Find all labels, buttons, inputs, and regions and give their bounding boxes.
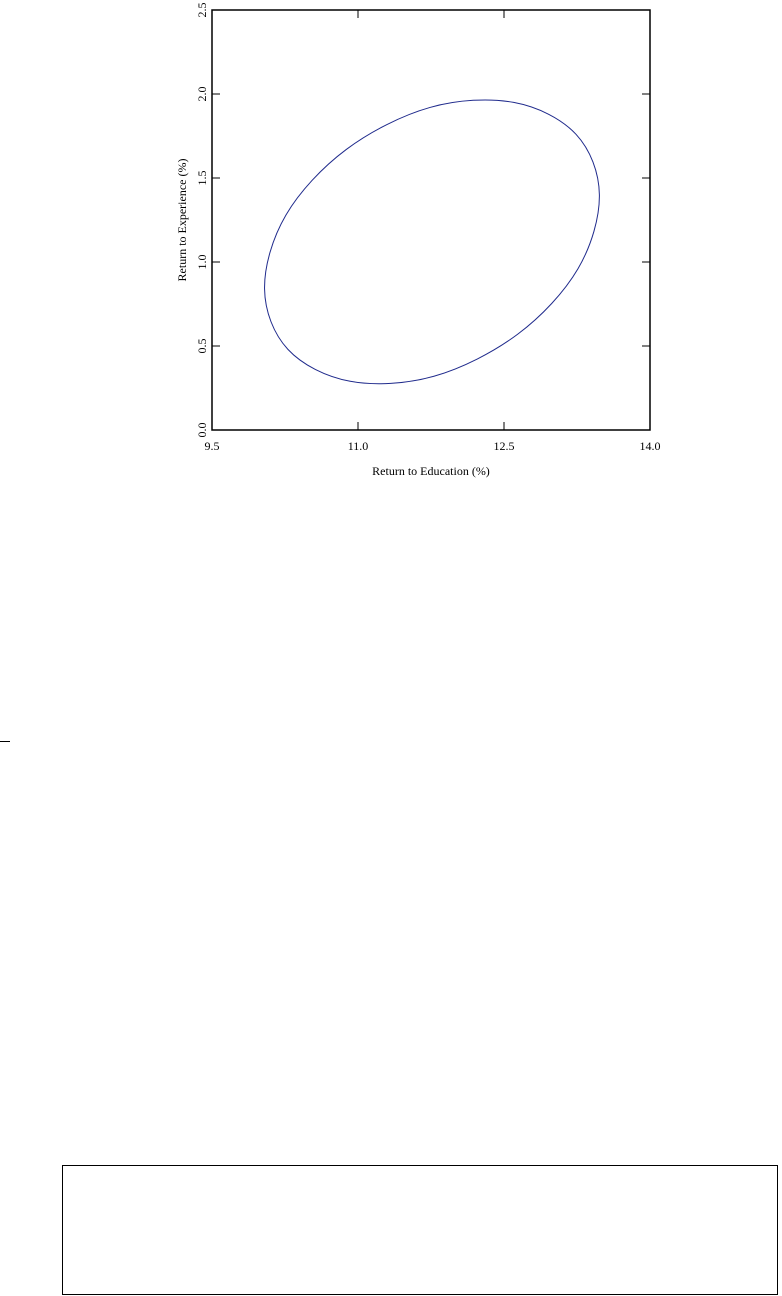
- y-tick-label: 2.0: [195, 87, 209, 102]
- x-axis-label: Return to Education (%): [372, 464, 490, 478]
- rule: [0, 741, 10, 742]
- y-tick-label: 1.0: [195, 255, 209, 270]
- y-tick-label: 1.5: [195, 171, 209, 186]
- chart: Return to Education (%) Return to Experi…: [175, 3, 661, 479]
- x-tick-label: 11.0: [348, 439, 369, 453]
- empty-box: [62, 1165, 778, 1295]
- y-tick-label: 2.5: [195, 3, 209, 18]
- y-tick-label: 0.5: [195, 339, 209, 354]
- y-axis-label: Return to Experience (%): [175, 159, 189, 282]
- ellipse-line: [264, 99, 600, 385]
- y-tick-label: 0.0: [195, 423, 209, 438]
- x-tick-label: 9.5: [205, 439, 220, 453]
- x-tick-label: 12.5: [494, 439, 515, 453]
- plot-frame: [211, 9, 651, 431]
- x-tick-label: 14.0: [640, 439, 661, 453]
